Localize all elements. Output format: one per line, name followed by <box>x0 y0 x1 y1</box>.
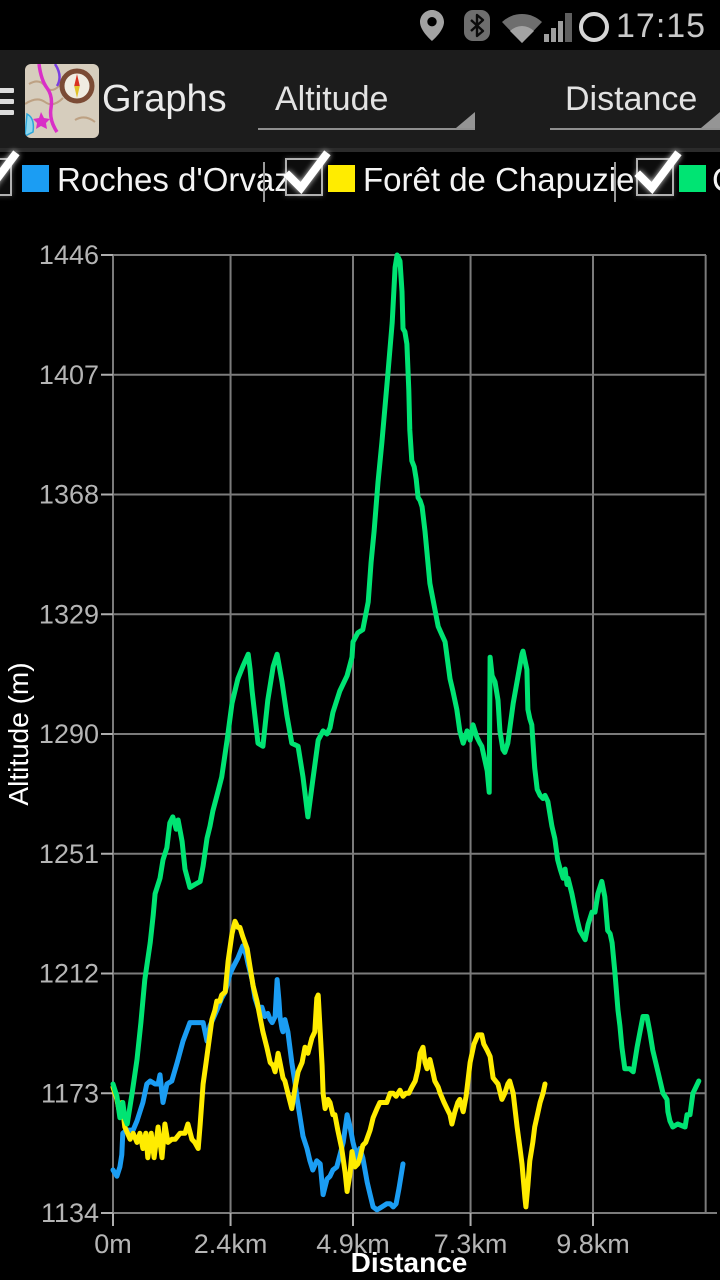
app-icon[interactable] <box>25 64 99 138</box>
data-circle-icon <box>579 12 609 42</box>
spinner-caret-icon <box>456 112 475 128</box>
svg-text:1251: 1251 <box>39 839 99 869</box>
svg-text:2.4km: 2.4km <box>194 1229 268 1259</box>
action-bar: Graphs Altitude Distance <box>0 50 720 152</box>
track-3-checkbox[interactable] <box>634 150 682 196</box>
track-2-label: Forêt de Chapuzieu <box>363 161 653 198</box>
location-icon <box>420 10 444 41</box>
svg-text:Distance: Distance <box>351 1247 468 1278</box>
svg-text:1368: 1368 <box>39 480 99 510</box>
signal-icon <box>544 13 572 42</box>
track-3-label: C <box>712 161 720 199</box>
y-axis-spinner-value: Altitude <box>275 80 389 118</box>
series-line <box>110 918 548 1210</box>
series-line <box>110 252 702 1130</box>
y-axis-spinner[interactable]: Altitude <box>258 72 475 130</box>
status-time: 17:15 <box>616 7 707 45</box>
axis-titles: Altitude (m) Distance <box>3 662 467 1278</box>
x-axis-spinner[interactable]: Distance <box>550 72 720 130</box>
svg-text:1290: 1290 <box>39 719 99 749</box>
svg-text:1407: 1407 <box>39 360 99 390</box>
svg-text:1134: 1134 <box>41 1198 99 1228</box>
axis-ticks <box>101 254 594 1226</box>
status-bar: 17:15 <box>0 0 720 50</box>
legend-divider <box>614 162 616 202</box>
svg-text:Altitude (m): Altitude (m) <box>3 662 34 805</box>
svg-text:1173: 1173 <box>41 1078 99 1108</box>
track-2-color-swatch <box>328 165 355 192</box>
track-1-label: Roches d'Orvaz <box>57 161 291 198</box>
track-3-color-swatch <box>679 165 706 192</box>
svg-text:1212: 1212 <box>39 959 99 989</box>
series-lines <box>110 252 702 1213</box>
svg-text:1329: 1329 <box>39 599 99 629</box>
svg-text:1446: 1446 <box>39 240 99 270</box>
track-2-checkbox[interactable] <box>283 150 331 196</box>
wifi-icon <box>502 14 542 43</box>
spinner-caret-icon <box>701 112 720 128</box>
series-line <box>110 943 406 1213</box>
x-axis-spinner-value: Distance <box>565 80 698 118</box>
legend-bar: Roches d'Orvaz Forêt de Chapuzieu C <box>0 150 720 212</box>
track-1-checkbox[interactable] <box>0 150 20 196</box>
track-1-color-swatch <box>22 165 49 192</box>
svg-text:4.9km: 4.9km <box>316 1229 390 1259</box>
svg-text:7.3km: 7.3km <box>434 1229 508 1259</box>
bluetooth-icon <box>464 10 490 41</box>
svg-text:0m: 0m <box>94 1229 132 1259</box>
svg-text:9.8km: 9.8km <box>556 1229 630 1259</box>
page-title: Graphs <box>102 78 227 120</box>
legend-divider <box>263 162 265 202</box>
menu-icon[interactable] <box>0 82 14 121</box>
